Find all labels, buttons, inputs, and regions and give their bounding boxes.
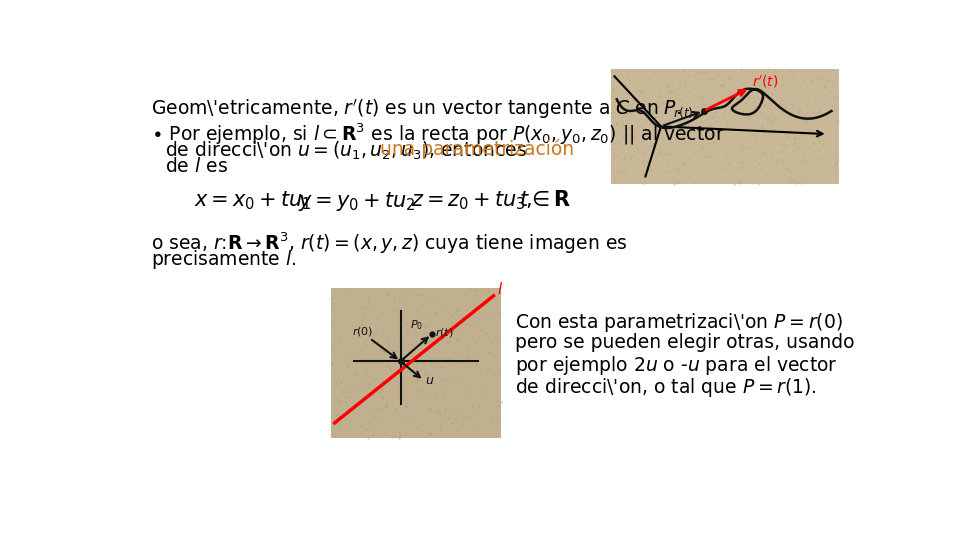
Text: $l$: $l$ [497, 281, 504, 297]
Text: Con esta parametrizaci\'on $P = r(0)$: Con esta parametrizaci\'on $P = r(0)$ [516, 311, 843, 334]
Text: $r(t)$: $r(t)$ [673, 105, 693, 120]
Bar [331, 288, 501, 438]
Text: $r'(t)$: $r'(t)$ [752, 73, 779, 90]
Text: $r(0)$: $r(0)$ [352, 325, 374, 338]
Text: una parametrización: una parametrización [380, 139, 574, 159]
Text: pero se pueden elegir otras, usando: pero se pueden elegir otras, usando [516, 333, 854, 352]
Text: por ejemplo $2u$ o $\text{-}u$ para el vector: por ejemplo $2u$ o $\text{-}u$ para el v… [516, 354, 838, 377]
Text: $x = x_0 + tu_1$: $x = x_0 + tu_1$ [194, 190, 311, 212]
Text: $y = y_0 + tu_2$: $y = y_0 + tu_2$ [299, 190, 416, 213]
Text: $z = z_0 + tu_3,$: $z = z_0 + tu_3,$ [411, 190, 532, 212]
Text: $t \in \mathbf{R}$: $t \in \mathbf{R}$ [519, 190, 571, 210]
Text: de $l$ es: de $l$ es [165, 157, 228, 176]
Text: $u$: $u$ [425, 374, 435, 387]
Text: Geom\'etricamente, $r'(t)$ es un vector tangente a $C$ en $P.$: Geom\'etricamente, $r'(t)$ es un vector … [151, 97, 681, 121]
Text: precisamente $l.$: precisamente $l.$ [151, 248, 297, 271]
Bar [611, 69, 839, 184]
Text: $\bullet$ Por ejemplo, si $l \subset \mathbf{R}^3$ es la recta por $P(x_0,y_0,z_: $\bullet$ Por ejemplo, si $l \subset \ma… [151, 122, 725, 147]
Text: de direcci\'on $u = (u_1, u_2, u_3)$, entonces: de direcci\'on $u = (u_1, u_2, u_3)$, en… [165, 139, 528, 162]
Text: o sea, $r$:$\mathbf{R} \rightarrow \mathbf{R}^3$, $r(t) = (x, y, z)$ cuya tiene : o sea, $r$:$\mathbf{R} \rightarrow \math… [151, 231, 628, 256]
Text: $r(t)$: $r(t)$ [435, 326, 453, 339]
Text: de direcci\'on, o tal que $P = r(1).$: de direcci\'on, o tal que $P = r(1).$ [516, 376, 817, 399]
Text: $P_0$: $P_0$ [410, 318, 423, 332]
